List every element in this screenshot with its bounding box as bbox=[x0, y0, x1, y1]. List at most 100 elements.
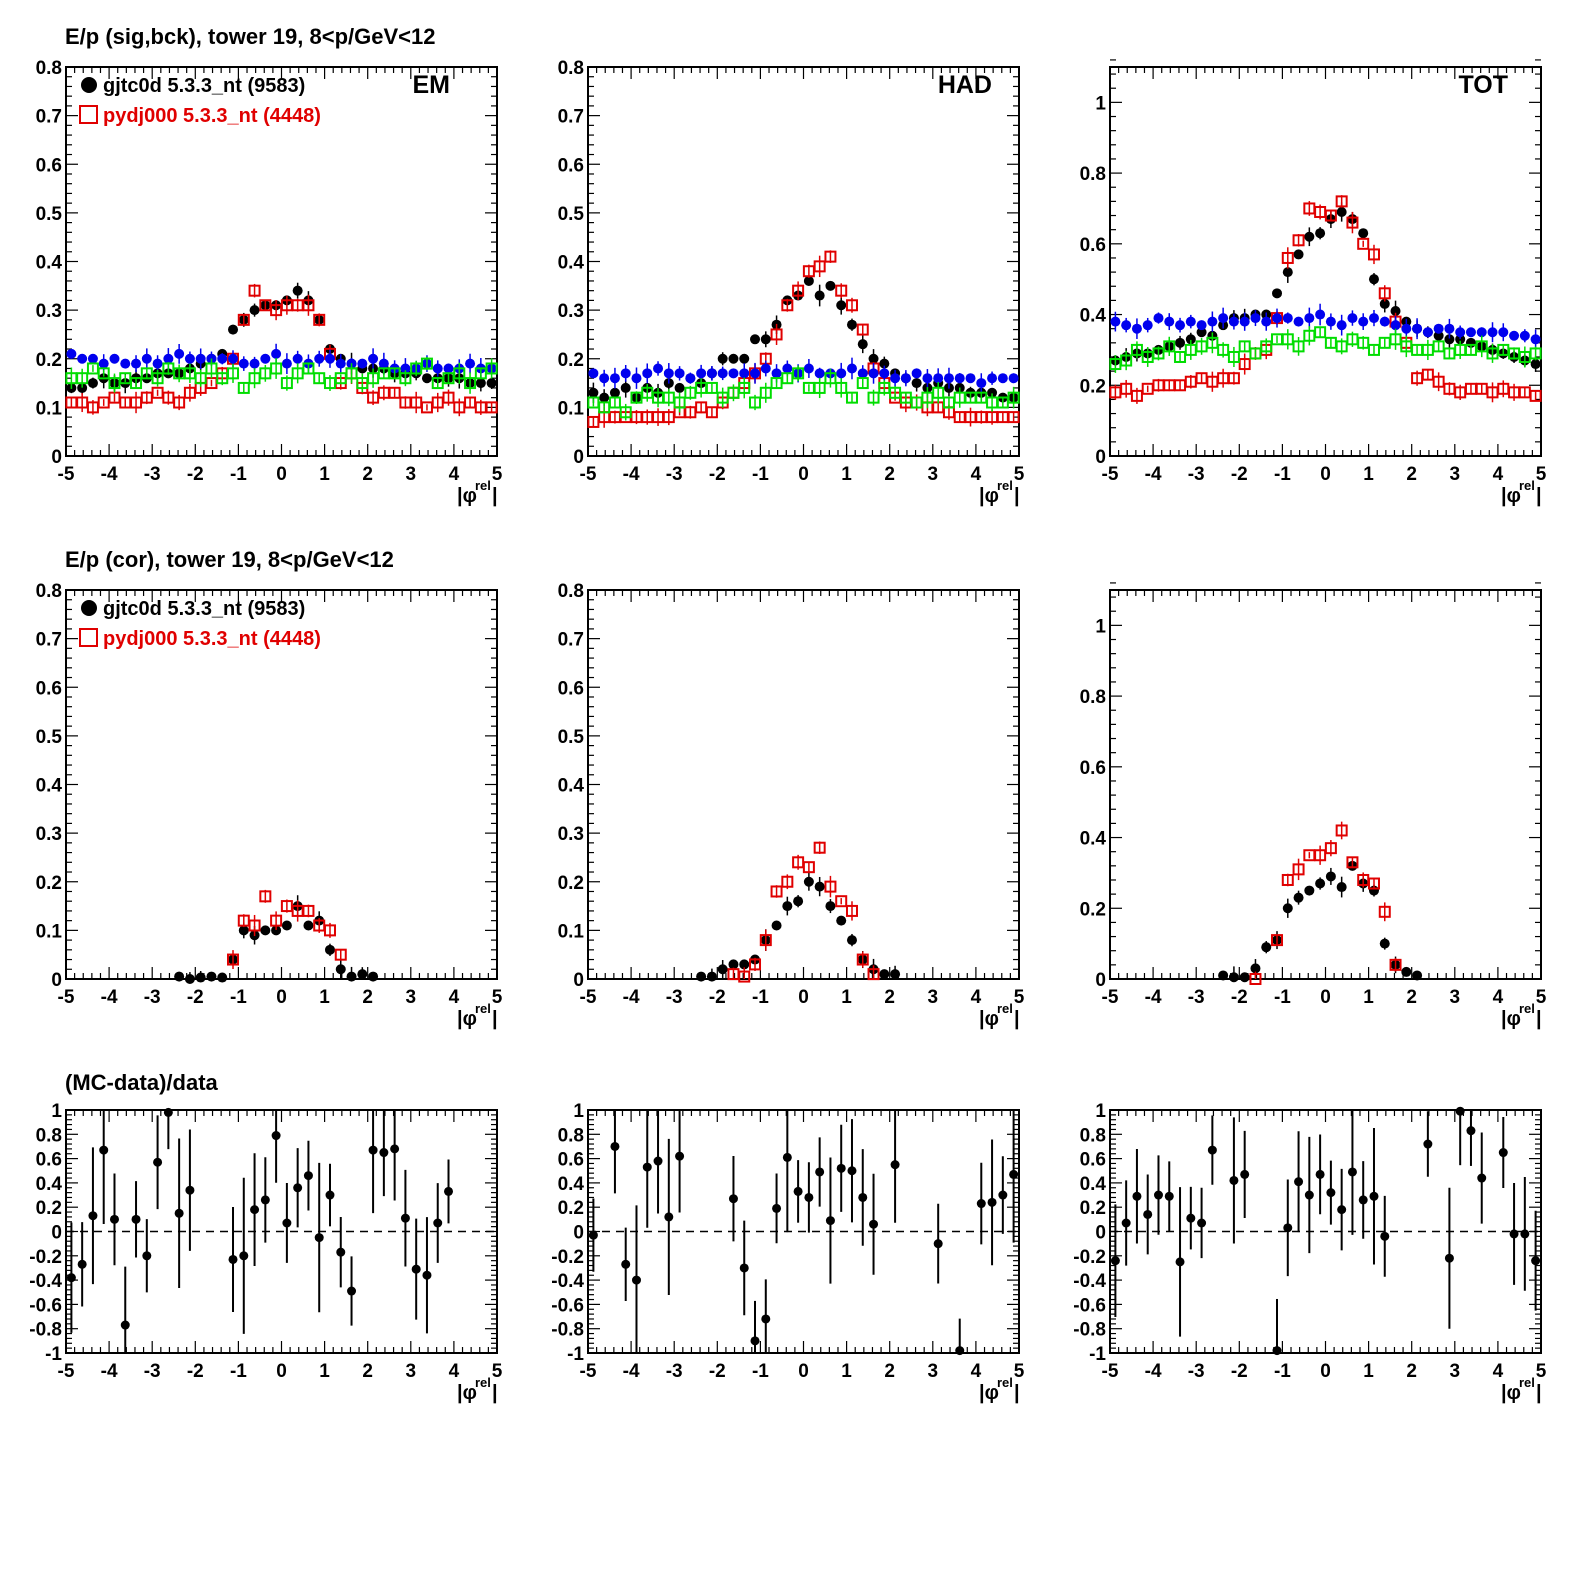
data-point bbox=[1260, 340, 1273, 353]
x-tick-label: -5 bbox=[1102, 464, 1119, 485]
data-point bbox=[314, 1233, 324, 1243]
data-point bbox=[1206, 336, 1219, 349]
data-point bbox=[464, 377, 477, 390]
y-tick-label: 0.6 bbox=[36, 678, 62, 699]
data-point bbox=[1509, 330, 1520, 341]
x-tick-label: 5 bbox=[492, 1361, 503, 1382]
data-point bbox=[750, 334, 761, 345]
data-point bbox=[705, 381, 718, 394]
data-point bbox=[475, 378, 486, 389]
x-tick-label: 2 bbox=[1406, 464, 1417, 485]
data-point bbox=[1433, 323, 1444, 334]
y-tick-label: 0 bbox=[1095, 1223, 1106, 1244]
x-tick-label: 4 bbox=[971, 987, 982, 1008]
data-point bbox=[1175, 320, 1186, 331]
data-point bbox=[1304, 231, 1315, 242]
y-tick-label: 0.2 bbox=[36, 350, 62, 371]
y-tick-label: -0.6 bbox=[29, 1295, 62, 1316]
data-point bbox=[432, 363, 443, 374]
data-point bbox=[653, 1156, 663, 1166]
data-point bbox=[195, 972, 206, 983]
y-tick-label: 0.8 bbox=[36, 581, 62, 602]
data-point bbox=[997, 373, 1008, 384]
data-point bbox=[1367, 877, 1380, 890]
data-point bbox=[66, 348, 77, 359]
x-tick-label: -1 bbox=[752, 464, 769, 485]
data-point bbox=[1314, 849, 1327, 862]
data-point bbox=[728, 353, 739, 364]
x-tick-label: 2 bbox=[362, 464, 373, 485]
x-tick-label: 5 bbox=[1014, 987, 1025, 1008]
data-point bbox=[378, 358, 389, 369]
series-mc bbox=[227, 889, 347, 970]
series-data bbox=[66, 1107, 454, 1353]
y-tick-label: -0.8 bbox=[1073, 1320, 1106, 1341]
panel-tag-tot: TOT bbox=[1458, 71, 1508, 99]
y-tick-label: 0 bbox=[573, 447, 584, 468]
x-tick-label: 4 bbox=[449, 987, 460, 1008]
data-point bbox=[868, 353, 879, 364]
data-point bbox=[302, 362, 315, 375]
data-point bbox=[1227, 372, 1240, 385]
data-point bbox=[1292, 863, 1305, 876]
y-tick-label: -0.4 bbox=[29, 1271, 62, 1292]
data-point bbox=[631, 373, 642, 384]
data-point bbox=[1358, 1195, 1368, 1205]
data-point bbox=[1389, 958, 1402, 971]
x-tick-label: 5 bbox=[1014, 464, 1025, 485]
data-point bbox=[782, 363, 793, 374]
y-tick-label: 0.6 bbox=[558, 155, 584, 176]
y-tick-label: 0.8 bbox=[1080, 1125, 1106, 1146]
data-point bbox=[1272, 288, 1283, 299]
x-tick-label: -3 bbox=[144, 987, 161, 1008]
data-point bbox=[1238, 340, 1251, 353]
data-point bbox=[1228, 316, 1239, 327]
x-tick-label: -4 bbox=[101, 464, 118, 485]
legend-data-label: gjtc0d 5.3.3_nt (9583) bbox=[103, 75, 305, 97]
row-titles: E/p (sig,bck), tower 19, 8<p/GeV<12 E/p … bbox=[65, 24, 435, 1095]
data-point bbox=[814, 290, 825, 301]
y-tick-label: -0.8 bbox=[551, 1320, 584, 1341]
data-point bbox=[631, 1275, 641, 1285]
data-point bbox=[66, 1273, 76, 1283]
data-point bbox=[1422, 327, 1433, 338]
data-point bbox=[770, 328, 783, 341]
y-tick-label: 0.7 bbox=[36, 630, 62, 651]
x-axis-label: |φ bbox=[457, 1382, 477, 1404]
plot-frame bbox=[587, 589, 1020, 980]
y-tick-label: 0.8 bbox=[36, 1125, 62, 1146]
data-point bbox=[1444, 323, 1455, 334]
data-point bbox=[87, 353, 98, 364]
data-point bbox=[846, 319, 857, 330]
data-point bbox=[1007, 391, 1020, 404]
series-bck_mc bbox=[587, 365, 1020, 421]
data-point bbox=[1292, 234, 1305, 247]
x-tick-label: 5 bbox=[1014, 1361, 1025, 1382]
x-tick-label: -2 bbox=[1231, 987, 1248, 1008]
data-point bbox=[217, 972, 228, 983]
data-point bbox=[836, 1163, 846, 1173]
y-tick-label: 0.6 bbox=[36, 1150, 62, 1171]
data-point bbox=[303, 1171, 313, 1181]
data-point bbox=[1281, 873, 1294, 886]
data-point bbox=[1315, 878, 1326, 889]
data-point bbox=[1218, 970, 1229, 981]
data-point bbox=[674, 368, 685, 379]
data-point bbox=[814, 881, 825, 892]
data-point bbox=[1130, 343, 1143, 356]
data-point bbox=[933, 373, 944, 384]
data-point bbox=[88, 1211, 98, 1221]
data-point bbox=[1249, 347, 1262, 360]
data-point bbox=[609, 373, 620, 384]
y-tick-label: -0.4 bbox=[1073, 1271, 1106, 1292]
data-point bbox=[739, 368, 750, 379]
data-point bbox=[1272, 313, 1283, 324]
data-point bbox=[1175, 1257, 1185, 1267]
data-point bbox=[954, 373, 965, 384]
data-point bbox=[1281, 251, 1294, 264]
x-tick-label: -5 bbox=[1102, 1361, 1119, 1382]
data-point bbox=[738, 381, 751, 394]
row-title-cor: E/p (cor), tower 19, 8<p/GeV<12 bbox=[65, 547, 394, 572]
data-point bbox=[890, 1160, 900, 1170]
